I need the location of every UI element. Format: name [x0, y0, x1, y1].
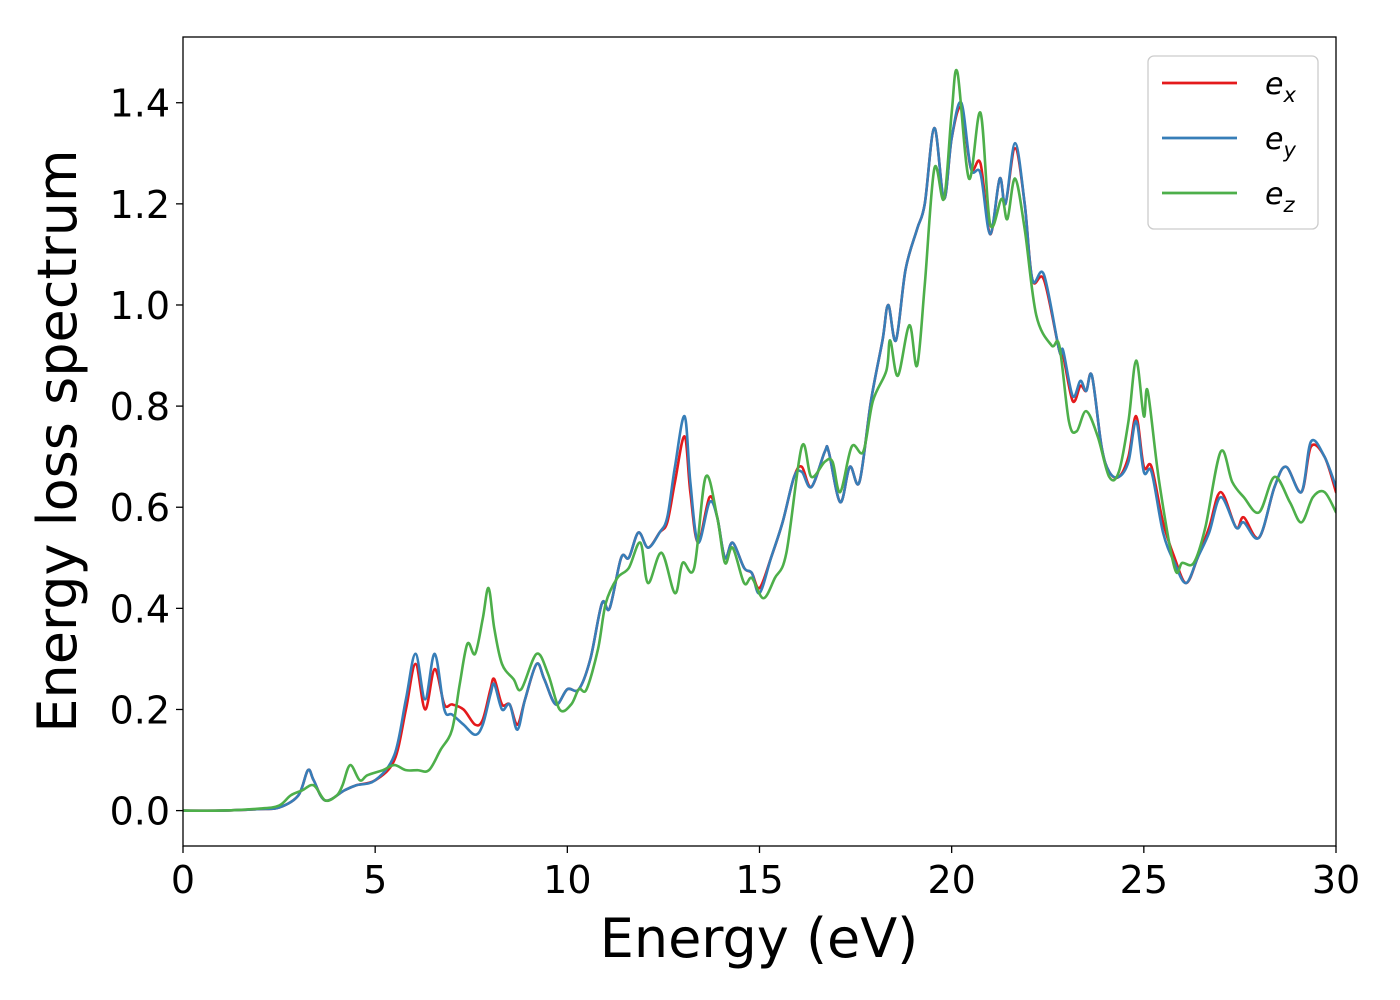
y-tick-label: 1.2 — [110, 183, 170, 227]
axes: 0 5 10 15 20 25 30 0.0 0.2 0.4 0.6 0.8 1.0 1.2 1.4 — [110, 36, 1360, 902]
series-line-e-z — [183, 68, 1336, 813]
x-tick-label: 5 — [363, 858, 387, 902]
y-axis-title: Energy loss spectrum — [26, 149, 89, 732]
x-tick-label: 20 — [927, 858, 975, 902]
y-tick-label: 1.0 — [110, 284, 170, 328]
x-tick-label: 25 — [1120, 858, 1168, 902]
y-tick-label: 0.2 — [110, 688, 170, 732]
legend-label-e-x: ex — [1265, 67, 1296, 107]
y-tick-label: 0.0 — [110, 790, 170, 834]
x-tick-label: 15 — [735, 858, 783, 902]
series-line-e-x — [183, 105, 1336, 813]
series-layer — [183, 68, 1336, 813]
y-tick-label: 1.4 — [110, 82, 170, 126]
y-tick-label: 0.8 — [110, 385, 170, 429]
x-tick-label: 10 — [543, 858, 591, 902]
legend-box — [1147, 55, 1319, 230]
legend: ex ey ez — [1147, 55, 1319, 230]
series-line-e-y — [183, 100, 1336, 813]
x-axis-title: Energy (eV) — [600, 907, 919, 970]
x-tick-label: 30 — [1312, 858, 1360, 902]
y-tick-label: 0.6 — [110, 486, 170, 530]
legend-label-e-y: ey — [1265, 122, 1296, 162]
x-tick-label: 0 — [171, 858, 195, 902]
legend-label-e-z: ez — [1265, 177, 1295, 217]
y-tick-label: 0.4 — [110, 587, 170, 631]
